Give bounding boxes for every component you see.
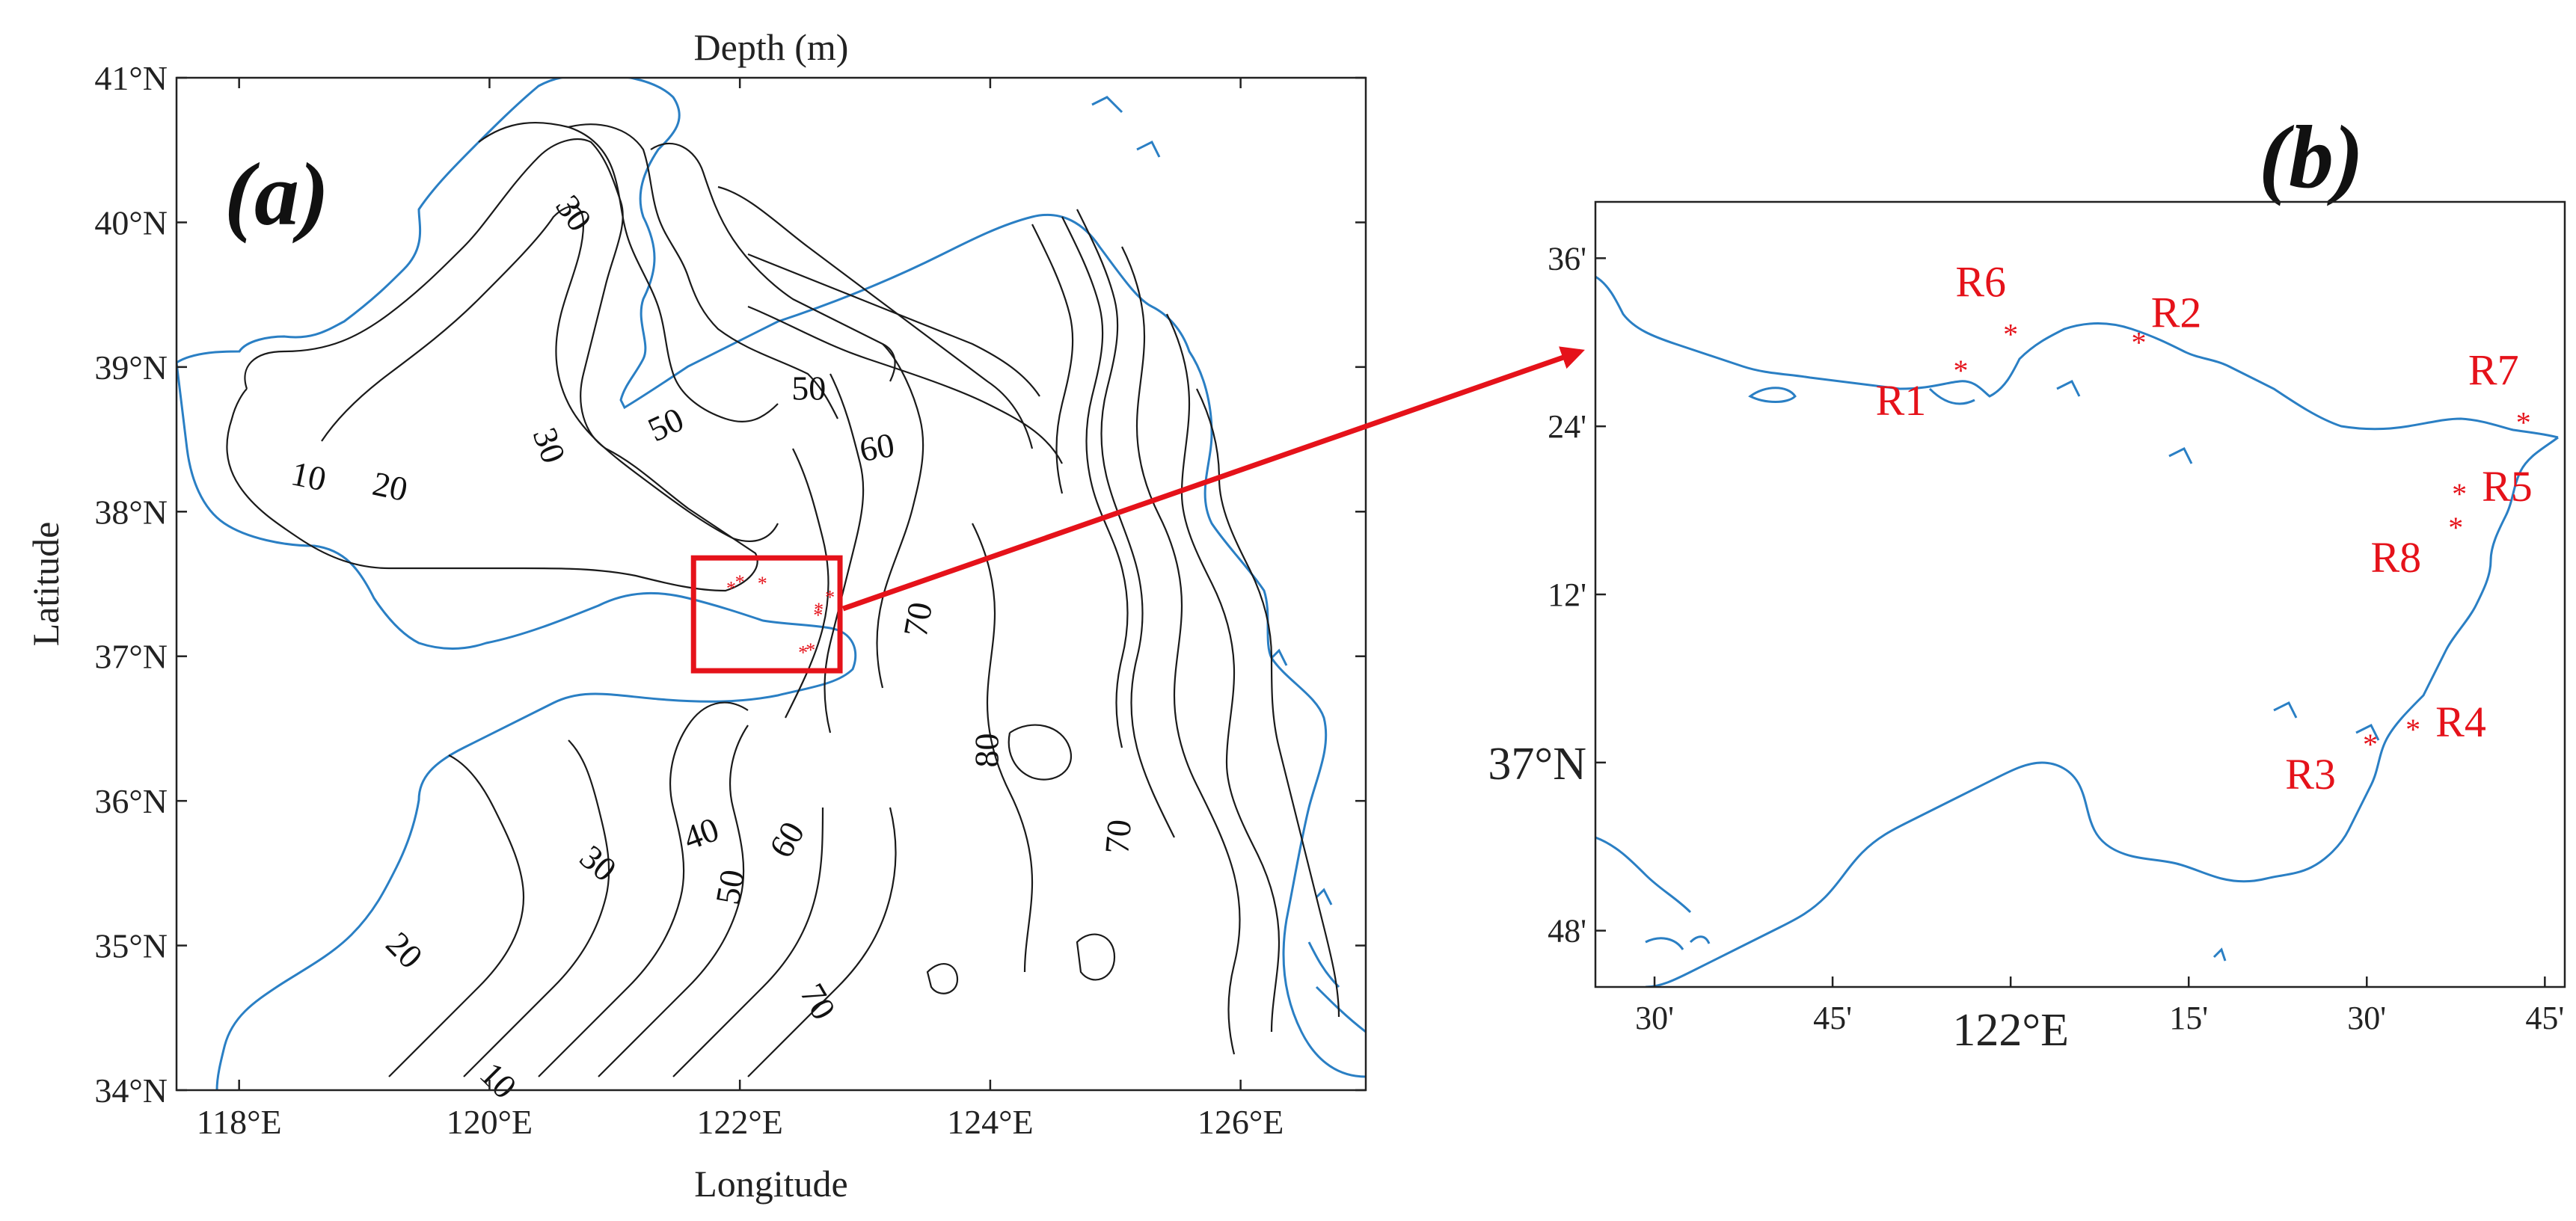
contour-label-2: 20: [369, 464, 411, 508]
b-ytick-label-1: 24': [1548, 408, 1586, 445]
station-label: R8: [2370, 533, 2421, 582]
panel-a-ylabel: Latitude: [25, 522, 67, 647]
a-ytick-label-3: 38°N: [94, 493, 168, 531]
contour-label-15: 70: [793, 977, 843, 1026]
station-marker: *: [2405, 713, 2420, 746]
contour-label-6: 60: [856, 425, 897, 469]
b-ytick-label-0: 36': [1548, 240, 1586, 277]
panel-b: (b) 30' 45' 122°E 15' 30' 45' 36' 24' 12' 37°N 48'…: [1488, 107, 2565, 1056]
station-label: R5: [2482, 462, 2533, 511]
panel-a-coastline: [177, 75, 1366, 1090]
a-ytick-label-7: 34°N: [94, 1071, 168, 1110]
station-marker: *: [2448, 511, 2463, 544]
station-label: R3: [2285, 750, 2336, 799]
a-xtick-label-1: 120°E: [447, 1103, 533, 1141]
study-station-star-7: *: [813, 605, 823, 627]
contour-label-0: 30: [548, 188, 599, 238]
station-marker: *: [2363, 728, 2378, 761]
b-xtick-label-3: 15': [2169, 1000, 2208, 1036]
contour-label-10: 40: [678, 810, 724, 858]
station-label: R2: [2151, 289, 2202, 337]
study-area-stations: * *******: [726, 571, 835, 663]
b-ytick-label-4: 48': [1548, 913, 1586, 950]
a-ytick-label-5: 36°N: [94, 782, 168, 820]
contour-label-13: 60: [761, 815, 812, 864]
panel-a: Depth (m) (a) Longitude Latitude: [25, 26, 1366, 1205]
a-ytick-label-6: 35°N: [94, 927, 168, 965]
contour-label-12: 50: [708, 867, 752, 907]
zoom-arrow: [843, 351, 1580, 609]
panel-a-label: (a): [224, 144, 329, 244]
station-R2[interactable]: *R2: [2132, 289, 2202, 360]
a-ytick-label-2: 39°N: [94, 348, 168, 387]
panel-a-title: Depth (m): [694, 26, 849, 68]
station-label: R4: [2435, 698, 2486, 746]
contour-label-7: 70: [896, 599, 939, 639]
b-ytick-label-3: 37°N: [1488, 739, 1586, 790]
station-label: R7: [2468, 346, 2519, 395]
panel-b-map-area: [1595, 277, 2558, 987]
station-marker: *: [1953, 354, 1968, 387]
station-marker: *: [2132, 326, 2147, 360]
study-station-star-3: *: [806, 639, 815, 661]
station-marker: *: [2516, 406, 2531, 440]
a-ytick-label-4: 37°N: [94, 638, 168, 676]
contour-label-11: 30: [573, 837, 624, 889]
contour-label-4: 50: [642, 400, 689, 449]
panel-a-xlabel: Longitude: [694, 1163, 848, 1205]
study-station-star-1: *: [758, 573, 767, 594]
a-ytick-label-0: 41°N: [94, 59, 168, 97]
panel-b-ticks: 30' 45' 122°E 15' 30' 45' 36' 24' 12' 37°N 48': [1488, 240, 2564, 1056]
panel-b-label: (b): [2259, 107, 2364, 206]
station-R5[interactable]: * R5: [2452, 462, 2533, 511]
contour-label-14: 20: [378, 924, 430, 976]
station-R4[interactable]: * R4: [2405, 698, 2486, 746]
contour-label-5: 50: [791, 369, 826, 407]
b-ytick-label-2: 12': [1548, 576, 1586, 613]
station-R8[interactable]: * R8: [2370, 511, 2463, 582]
study-station-star-5: *: [735, 571, 745, 593]
b-xtick-label-1: 45': [1813, 1000, 1852, 1036]
study-station-star-6: *: [825, 586, 835, 608]
panel-b-coastline: [1595, 277, 2558, 987]
station-R3[interactable]: * R3: [2285, 728, 2378, 799]
b-xtick-label-2: 122°E: [1952, 1005, 2069, 1056]
panel-a-map-area: [177, 75, 1366, 1090]
a-xtick-label-2: 122°E: [696, 1103, 783, 1141]
contour-label-3: 30: [526, 422, 574, 468]
panel-a-contours: [227, 123, 1339, 1077]
b-xtick-label-5: 45': [2525, 1000, 2564, 1036]
station-label: R6: [1955, 257, 2006, 306]
panel-b-stations: *R1*R2*R3* R4* R5*R6*R7*R8: [1876, 257, 2533, 799]
contour-label-16: 10: [473, 1055, 524, 1107]
station-marker: *: [2452, 477, 2467, 511]
contour-label-1: 10: [288, 454, 330, 498]
a-ytick-label-1: 40°N: [94, 203, 168, 242]
b-xtick-label-4: 30': [2347, 1000, 2386, 1036]
panel-a-frame: [177, 78, 1366, 1090]
b-xtick-label-0: 30': [1635, 1000, 1674, 1036]
contour-label-8: 80: [967, 733, 1005, 767]
station-R6[interactable]: * R6: [1955, 257, 2018, 351]
station-label: R1: [1876, 376, 1927, 425]
a-xtick-label-4: 126°E: [1197, 1103, 1284, 1141]
contour-label-9: 70: [1097, 818, 1138, 855]
a-xtick-label-3: 124°E: [947, 1103, 1034, 1141]
a-xtick-label-0: 118°E: [197, 1103, 282, 1141]
panel-b-frame: [1595, 202, 2565, 987]
station-marker: *: [2003, 317, 2018, 351]
station-R1[interactable]: * R1: [1876, 354, 1969, 425]
